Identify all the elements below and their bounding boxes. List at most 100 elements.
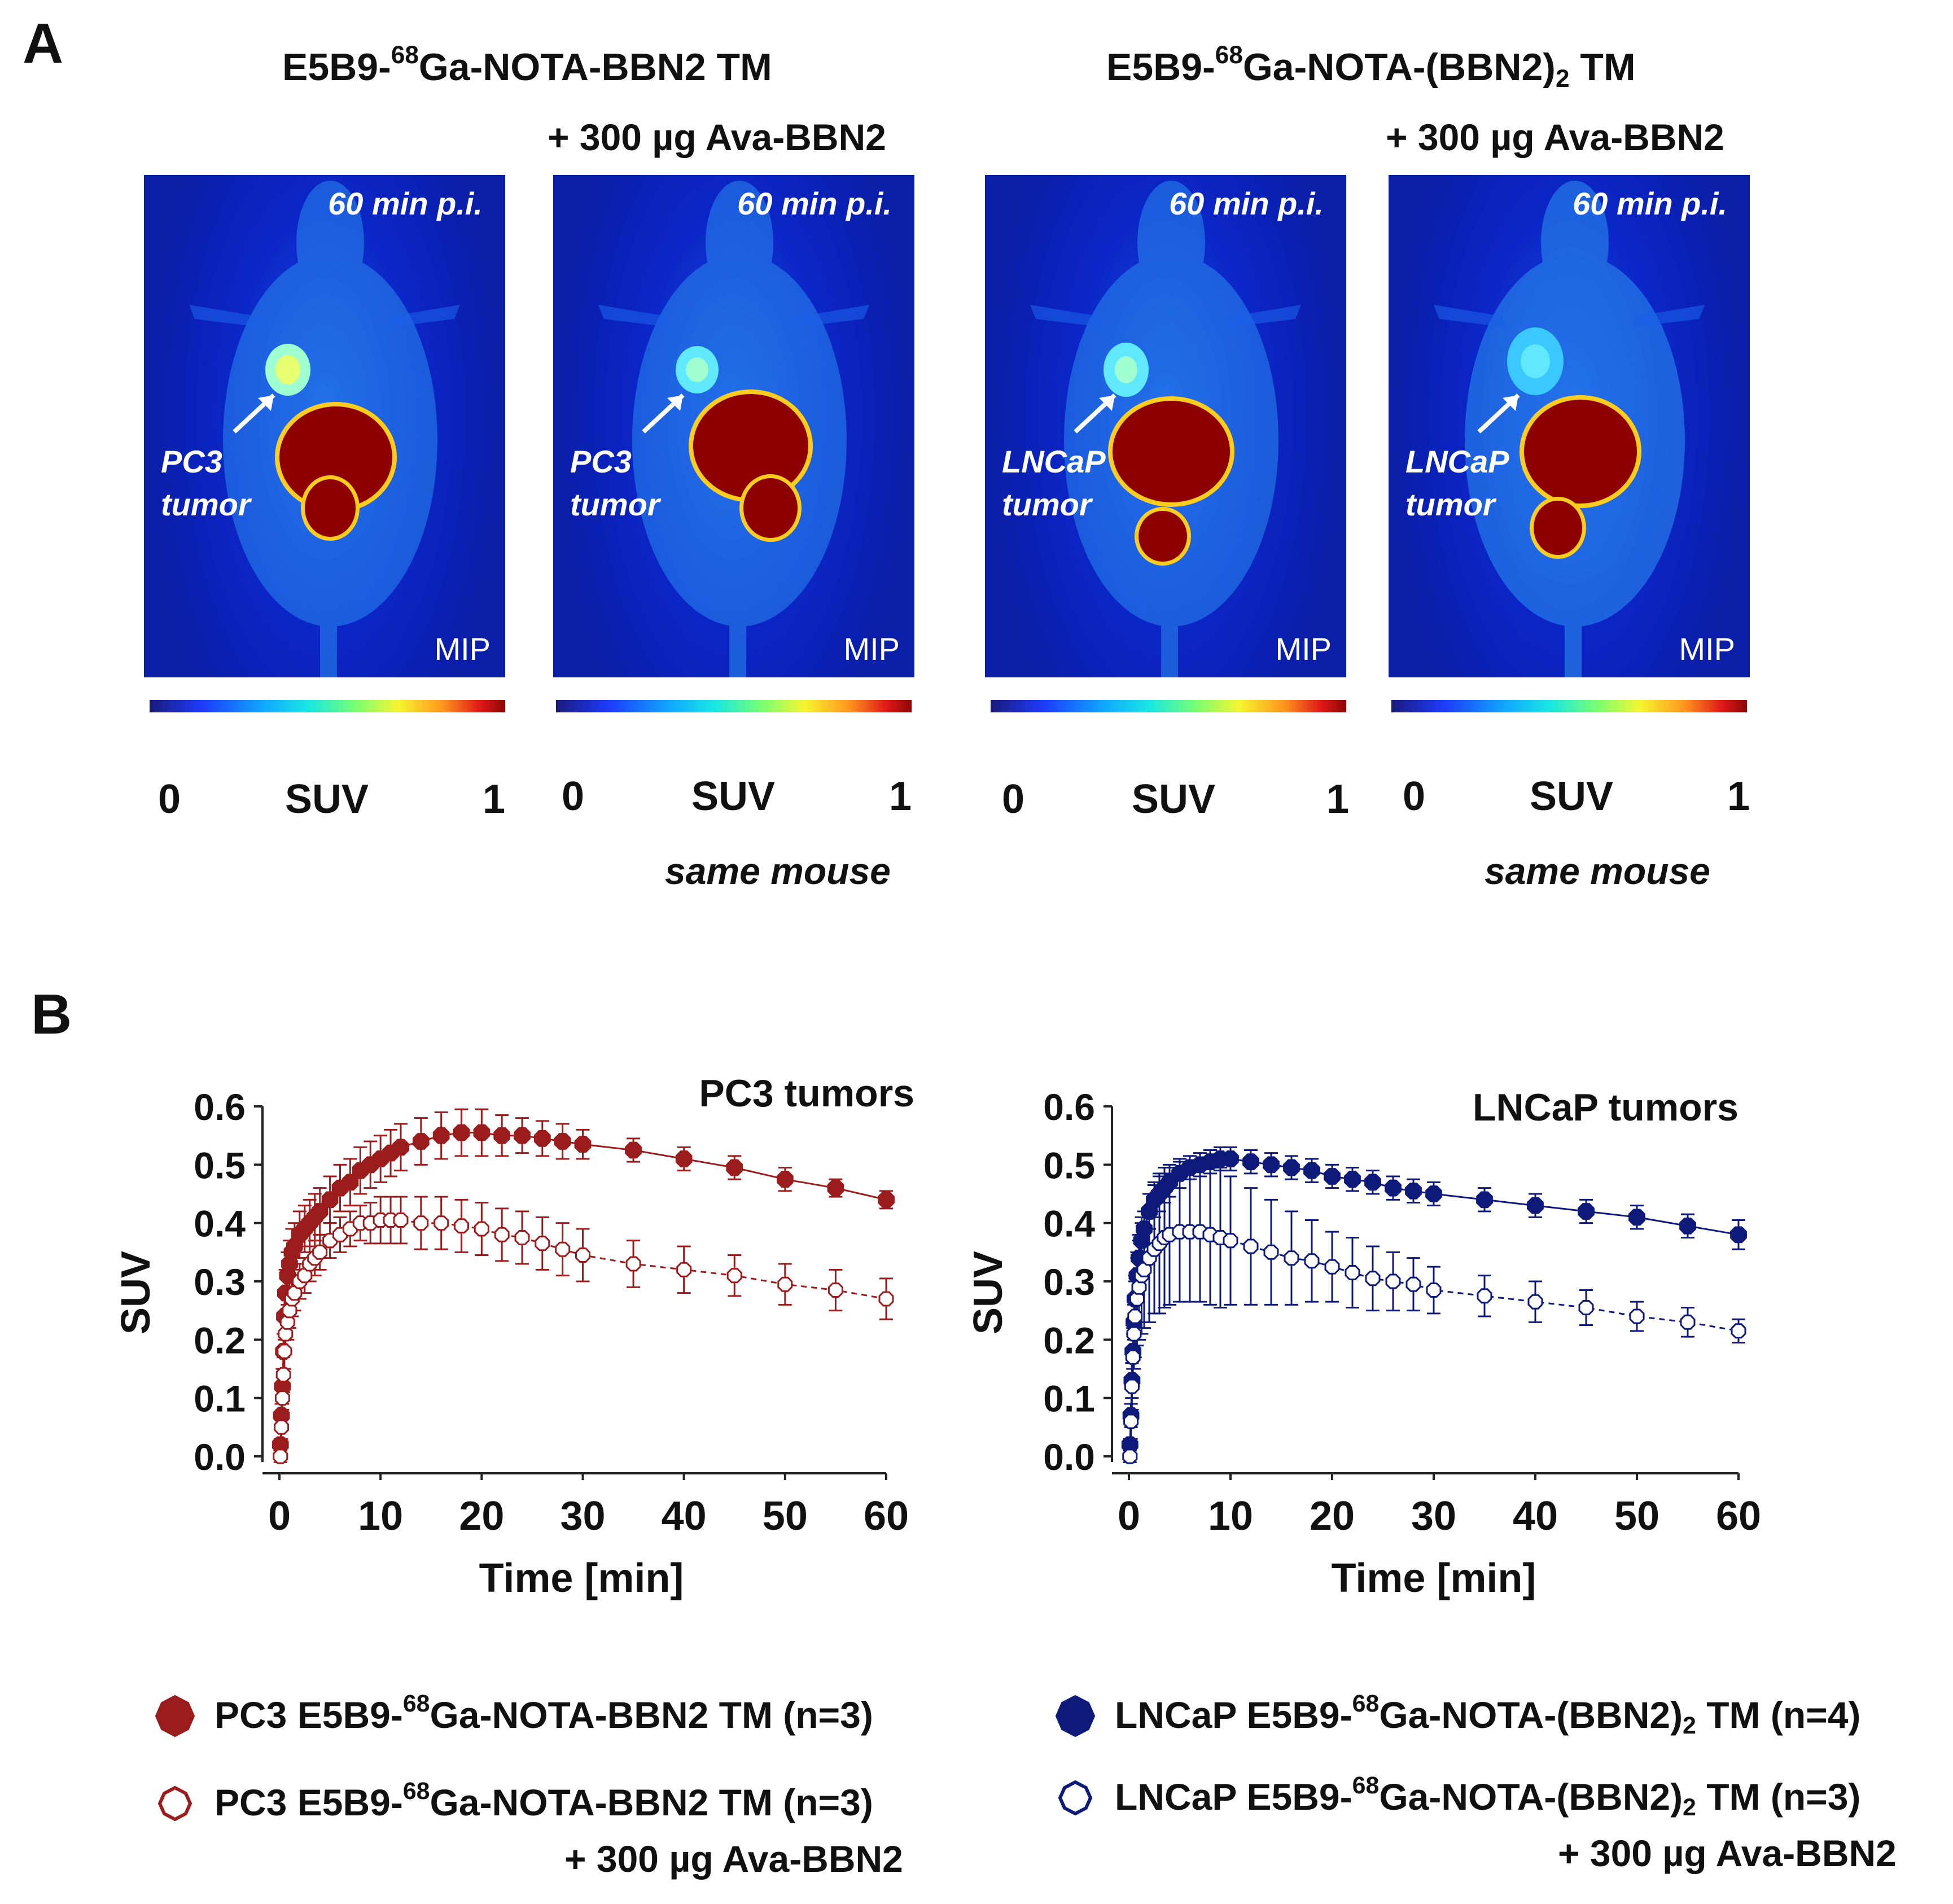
data-point (1303, 1162, 1320, 1179)
scale-label: SUV (1132, 777, 1216, 822)
series-control (272, 1108, 895, 1454)
y-tick-label: 0.2 (1043, 1319, 1095, 1361)
data-point (1680, 1314, 1696, 1330)
y-tick-label: 0.6 (194, 1086, 246, 1128)
scale-min: 0 (158, 777, 181, 822)
data-point (1679, 1218, 1696, 1235)
y-axis-label: SUV (966, 1251, 1011, 1334)
y-tick-label: 0.5 (1043, 1144, 1095, 1186)
data-point (1425, 1185, 1442, 1202)
data-point (433, 1215, 449, 1231)
data-point (1405, 1276, 1421, 1292)
same-mouse-note: same mouse (1485, 850, 1710, 892)
scale-min: 0 (1002, 777, 1025, 822)
data-point (1629, 1308, 1645, 1324)
data-point (1284, 1250, 1299, 1266)
pet-image-lncap-blocked: 60 min p.i. LNCaP tumor MIP (1389, 175, 1750, 677)
series-blocked (273, 1196, 894, 1464)
data-point (1127, 1308, 1143, 1324)
data-point (453, 1124, 470, 1141)
data-point (312, 1244, 328, 1260)
scale-max: 1 (1727, 774, 1750, 819)
y-tick-label: 0.5 (194, 1144, 246, 1186)
chart-2: 0.0 0.1 0.2 0.3 0.4 0.5 0.6 0 10 20 30 40 50 60 Time [… (966, 1086, 1761, 1601)
data-point (1527, 1197, 1544, 1214)
data-point (878, 1191, 895, 1209)
data-point (1324, 1168, 1341, 1185)
data-point (1263, 1244, 1279, 1260)
same-mouse-note: same mouse (665, 850, 891, 892)
data-point (777, 1171, 794, 1188)
mip-label: MIP (1275, 631, 1332, 667)
x-tick-label: 60 (1716, 1494, 1761, 1539)
data-point (413, 1215, 429, 1231)
data-point (1243, 1238, 1259, 1254)
data-point (534, 1130, 551, 1147)
data-point (1124, 1378, 1140, 1394)
series-line (1129, 1231, 1739, 1457)
data-point (1730, 1226, 1747, 1244)
series-blocked (1122, 1161, 1746, 1464)
tumor-label: PC3 tumor (161, 444, 251, 522)
colorbar (556, 700, 912, 712)
data-point (535, 1236, 550, 1251)
data-point (274, 1419, 290, 1435)
y-tick-label: 0.4 (194, 1203, 246, 1245)
mouse-mip-render (1030, 181, 1301, 677)
data-point (514, 1127, 531, 1144)
data-point (1125, 1349, 1141, 1365)
time-label: 60 min p.i. (328, 186, 483, 221)
data-point (625, 1256, 641, 1272)
scale-min: 0 (1403, 774, 1426, 819)
data-point (675, 1150, 693, 1167)
mouse-mip-render (1434, 181, 1705, 677)
legend-pc3-open-block: + 300 µg Ava-BBN2 (564, 1838, 903, 1880)
data-point (1477, 1288, 1492, 1304)
tumor-label: PC3 tumor (570, 444, 660, 522)
tumor-label: LNCaP tumor (1002, 444, 1106, 522)
scale-label: SUV (1530, 774, 1614, 819)
group-2-title: E5B9-68Ga-NOTA-(BBN2)2 TM (1106, 41, 1636, 93)
data-point (274, 1390, 290, 1406)
x-tick-label: 10 (1208, 1494, 1253, 1539)
legend-marker-lncap-solid (1055, 1695, 1096, 1737)
x-tick-label: 50 (1614, 1494, 1659, 1539)
y-tick-label: 0.6 (1043, 1086, 1095, 1128)
group-1-block-label: + 300 µg Ava-BBN2 (548, 116, 886, 158)
time-label: 60 min p.i. (737, 186, 892, 221)
data-point (554, 1133, 571, 1150)
data-point (625, 1141, 642, 1159)
mouse-mip-render (598, 181, 869, 677)
y-tick-label: 0.0 (1043, 1436, 1095, 1478)
data-point (574, 1136, 592, 1153)
data-point (878, 1291, 894, 1307)
time-label: 60 min p.i. (1169, 186, 1324, 221)
data-point (827, 1283, 843, 1298)
data-point (493, 1127, 510, 1144)
data-point (278, 1326, 294, 1342)
data-point (1283, 1159, 1300, 1176)
y-tick-label: 0.1 (1043, 1378, 1095, 1420)
data-point (392, 1139, 409, 1156)
data-point (1365, 1271, 1381, 1286)
scale-max: 1 (1326, 777, 1350, 822)
scale-max: 1 (889, 774, 912, 819)
data-point (555, 1241, 571, 1257)
data-point (279, 1314, 295, 1330)
x-axis-label: Time [min] (1332, 1556, 1536, 1601)
data-point (514, 1230, 530, 1245)
x-tick-label: 40 (662, 1494, 707, 1539)
data-point (275, 1367, 291, 1382)
x-tick-label: 0 (268, 1494, 291, 1539)
scale-min: 0 (562, 774, 585, 819)
x-tick-label: 30 (1411, 1494, 1456, 1539)
data-point (1426, 1283, 1442, 1298)
data-point (1123, 1413, 1139, 1429)
data-point (827, 1179, 844, 1197)
data-point (393, 1213, 409, 1228)
x-tick-label: 60 (864, 1494, 909, 1539)
data-point (676, 1262, 692, 1277)
data-point (413, 1133, 430, 1150)
data-point (1731, 1323, 1746, 1339)
data-point (726, 1159, 743, 1176)
